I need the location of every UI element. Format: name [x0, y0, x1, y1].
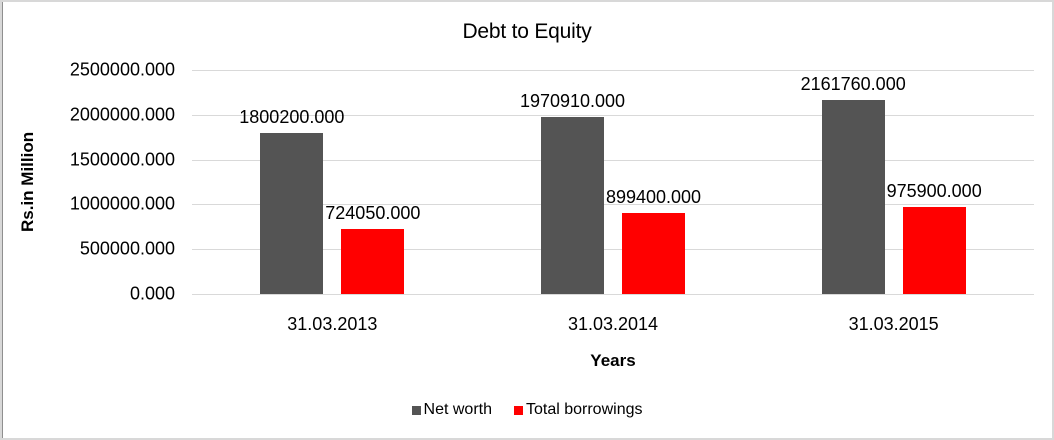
bar-group: 1970910.000 899400.000 [520, 70, 701, 294]
bar-total-borrowings [622, 213, 685, 294]
x-axis-tick-label: 31.03.2014 [567, 314, 659, 334]
gridline [192, 70, 1034, 71]
bar-group: 1800200.000 724050.000 [239, 70, 420, 294]
bar-net-worth [541, 117, 604, 294]
bar-column: 899400.000 [606, 70, 701, 294]
data-label: 1800200.000 [239, 106, 345, 127]
chart-title: Debt to Equity [462, 20, 592, 43]
legend: Net worth Total borrowings [2, 401, 1052, 419]
bar-column: 2161760.000 [801, 70, 906, 294]
legend-label: Total borrowings [525, 401, 643, 418]
bar-group: 2161760.000 975900.000 [801, 70, 982, 294]
bar-column: 975900.000 [887, 70, 982, 294]
x-axis-title: Years [590, 351, 636, 370]
y-axis-tick-label: 1000000.000 [69, 193, 175, 214]
y-axis-tick-label: 2000000.000 [69, 104, 175, 125]
data-label: 899400.000 [605, 187, 702, 208]
gridline [192, 294, 1034, 295]
x-axis-tick-label: 31.03.2013 [287, 314, 378, 334]
x-axis-tick-labels: 31.03.2013 31.03.2014 31.03.2015 [192, 314, 1034, 336]
y-axis-tick-label: 500000.000 [79, 238, 175, 259]
data-label: 2161760.000 [800, 74, 906, 95]
legend-item: Total borrowings [513, 401, 643, 419]
y-axis-tick-label: 1500000.000 [69, 149, 175, 170]
gridline [192, 249, 1034, 251]
data-label: 724050.000 [325, 203, 421, 224]
y-axis-tick-labels: 2500000.000 2000000.000 1500000.000 1000000… [2, 60, 175, 304]
y-axis-tick-label: 0.000 [129, 283, 175, 304]
x-axis-tick-label: 31.03.2015 [848, 314, 939, 334]
bar-net-worth [821, 100, 885, 294]
legend-swatch-icon [411, 405, 421, 415]
bar-column: 724050.000 [325, 70, 420, 294]
legend-item: Net worth [411, 401, 492, 419]
bar-net-worth [260, 132, 324, 294]
legend-swatch-icon [513, 405, 523, 415]
bar-total-borrowings [341, 229, 405, 294]
gridline [192, 114, 1034, 116]
bar-column: 1800200.000 [239, 70, 344, 294]
legend-label: Net worth [423, 401, 492, 418]
gridline [192, 204, 1034, 206]
y-axis-tick-label: 2500000.000 [69, 59, 175, 80]
bar-column: 1970910.000 [520, 70, 625, 294]
gridline [192, 159, 1034, 161]
data-label: 975900.000 [886, 180, 982, 201]
plot-area: 1800200.000 724050.000 1970910.000 899400.0… [192, 70, 1034, 295]
bar-total-borrowings [902, 206, 966, 294]
data-label: 1970910.000 [519, 91, 626, 112]
